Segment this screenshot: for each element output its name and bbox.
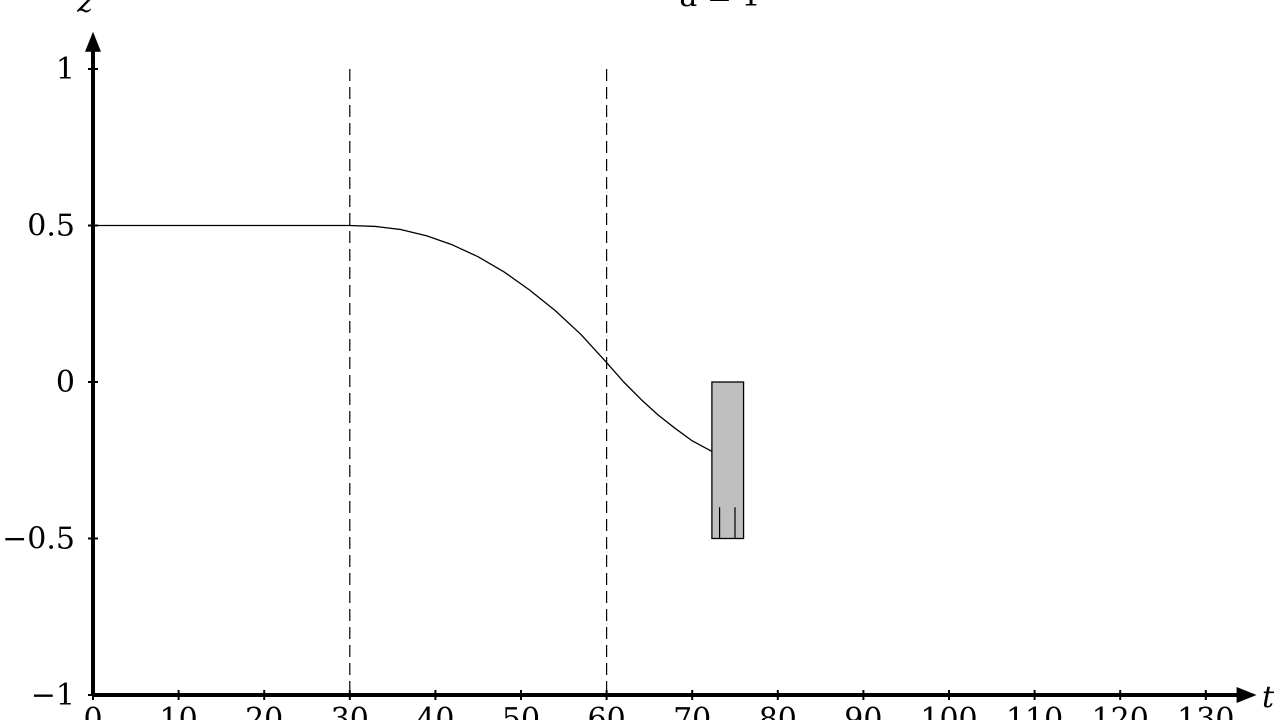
annotation-layer (349, 69, 745, 695)
x-axis-label: t (1262, 680, 1275, 715)
x-tick-label: 50 (502, 702, 540, 720)
x-tick-label: 130 (1177, 702, 1234, 720)
y-tick-label: −1 (31, 678, 75, 713)
x-tick-label: 110 (1006, 702, 1063, 720)
y-tick-label: 0.5 (27, 209, 75, 244)
chart-title: a = 1 (679, 0, 760, 14)
x-tick-label: 80 (759, 702, 797, 720)
y-tick-label: −0.5 (2, 522, 75, 557)
rectangle-annotation (711, 381, 745, 540)
series-layer (93, 224, 713, 453)
x-tick-label: 0 (83, 702, 102, 720)
y-tick-label: 0 (56, 365, 75, 400)
x-tick-label: 120 (1092, 702, 1149, 720)
x-tick-label: 60 (588, 702, 626, 720)
x-tick-label: 100 (920, 702, 977, 720)
x-tick-label: 20 (245, 702, 283, 720)
y-axis-label: z (76, 0, 93, 20)
x-axis-arrowhead (1236, 687, 1257, 703)
x-tick-label: 10 (160, 702, 198, 720)
series-line-1 (93, 224, 713, 453)
y-tick-label: 1 (56, 52, 75, 87)
y-axis-arrowhead (85, 31, 101, 52)
x-tick-label: 30 (331, 702, 369, 720)
axes-layer (85, 31, 1257, 703)
x-tick-label: 90 (844, 702, 882, 720)
x-tick-label: 70 (673, 702, 711, 720)
x-tick-label: 40 (416, 702, 454, 720)
